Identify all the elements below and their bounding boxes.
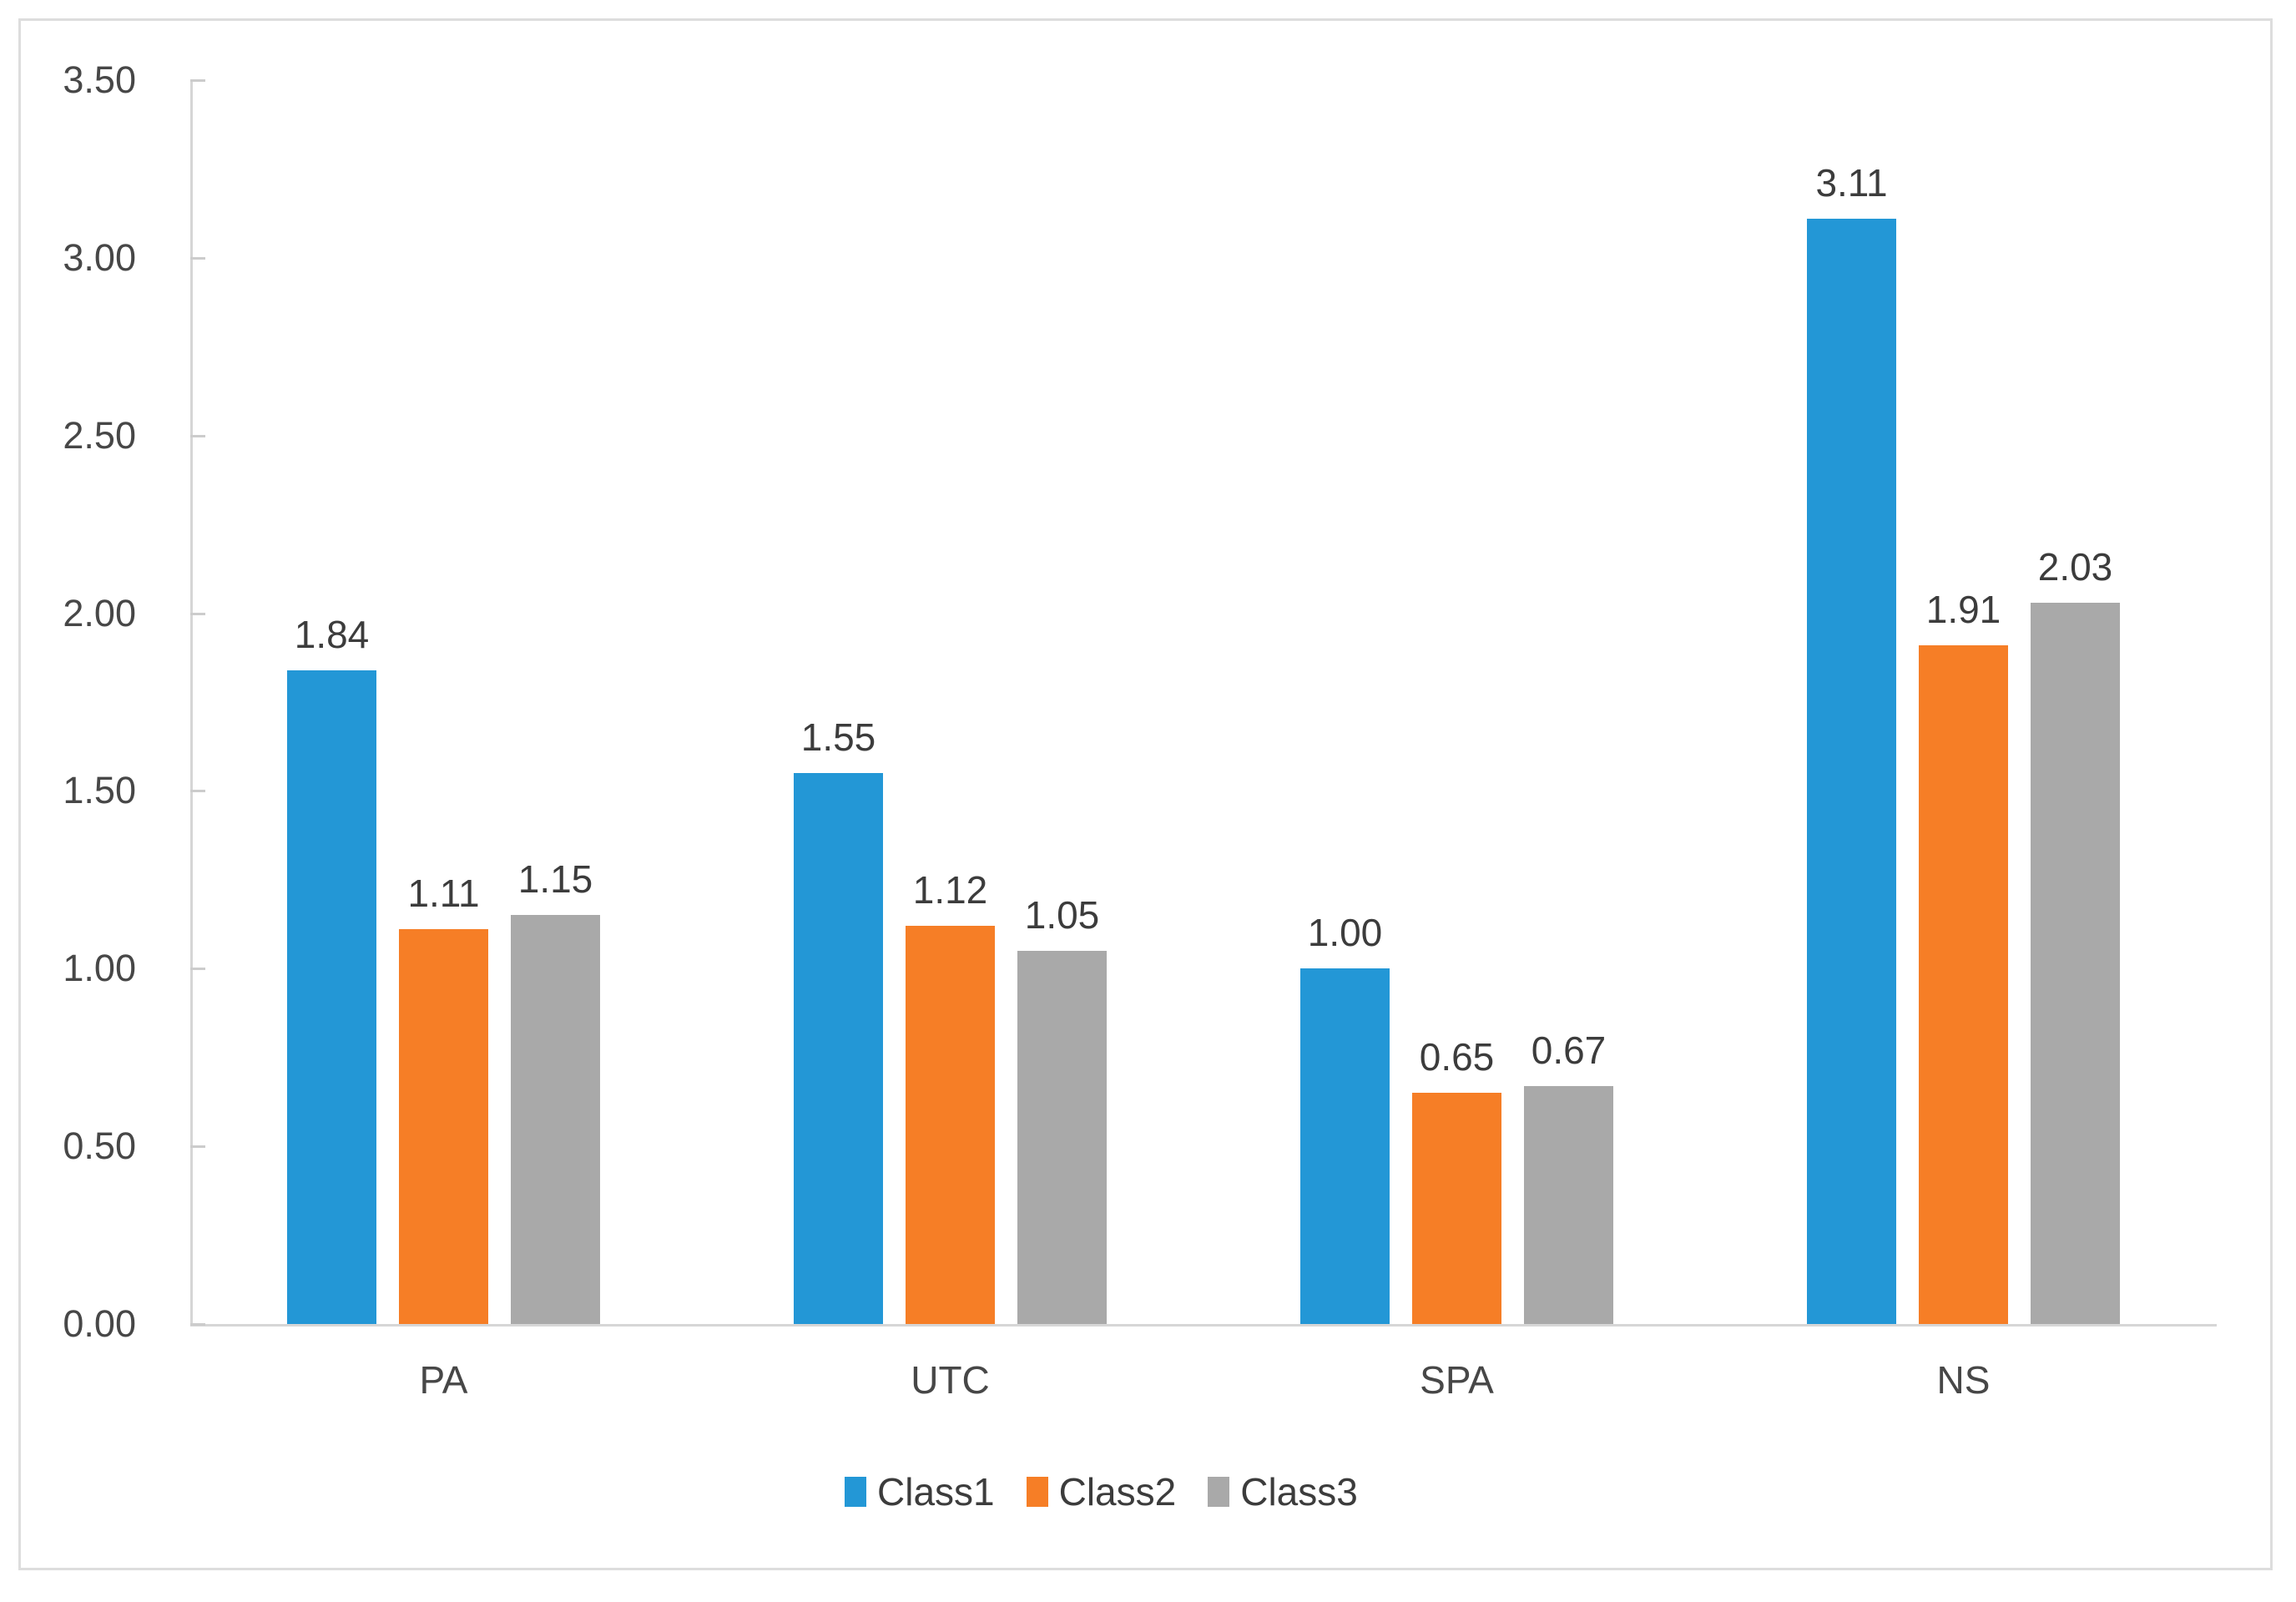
y-axis-tick-label: 3.00 bbox=[63, 235, 136, 279]
y-axis-tick-label: 3.50 bbox=[63, 58, 136, 101]
bar-class1-utc bbox=[794, 773, 883, 1324]
x-axis-category-label: PA bbox=[419, 1358, 468, 1402]
legend-label: Class1 bbox=[877, 1470, 995, 1514]
bar-class3-spa bbox=[1524, 1085, 1613, 1324]
y-axis-tick-mark bbox=[190, 256, 205, 260]
y-axis-tick-label: 2.50 bbox=[63, 413, 136, 457]
bar-class1-spa bbox=[1300, 968, 1390, 1324]
bar-value-label: 1.00 bbox=[1307, 911, 1383, 955]
y-axis-tick-mark bbox=[190, 1145, 205, 1149]
bar-value-label: 1.84 bbox=[294, 612, 370, 656]
bar-value-label: 3.11 bbox=[1815, 161, 1888, 205]
legend-label: Class2 bbox=[1058, 1470, 1177, 1514]
bar-class2-pa bbox=[399, 929, 488, 1324]
bar-value-label: 0.65 bbox=[1419, 1035, 1495, 1079]
bar-class2-utc bbox=[906, 926, 995, 1324]
x-axis-category-label: SPA bbox=[1420, 1358, 1494, 1402]
bar-value-label: 0.67 bbox=[1531, 1028, 1607, 1072]
legend-item-class3: Class3 bbox=[1208, 1471, 1358, 1513]
legend: Class1 Class2 Class3 bbox=[845, 1471, 1358, 1513]
legend-item-class2: Class2 bbox=[1026, 1470, 1177, 1514]
legend-swatch-icon bbox=[845, 1477, 866, 1507]
x-axis-line bbox=[190, 1324, 2217, 1327]
bar-class3-utc bbox=[1017, 951, 1107, 1324]
x-axis-category-label: NS bbox=[1936, 1358, 1991, 1402]
legend-label: Class3 bbox=[1240, 1470, 1358, 1514]
legend-swatch-icon bbox=[1208, 1477, 1230, 1507]
bar-class3-ns bbox=[2031, 602, 2120, 1324]
bar-class2-ns bbox=[1919, 644, 2008, 1324]
y-axis-tick-mark bbox=[190, 612, 205, 615]
y-axis-tick-label: 1.50 bbox=[63, 769, 136, 812]
y-axis-tick-label: 0.00 bbox=[63, 1302, 136, 1345]
bar-value-label: 2.03 bbox=[2037, 544, 2113, 589]
bar-value-label: 1.11 bbox=[407, 872, 480, 916]
bar-value-label: 1.12 bbox=[912, 868, 988, 912]
bar-value-label: 1.15 bbox=[517, 857, 593, 902]
y-axis-tick-mark bbox=[190, 434, 205, 437]
y-axis-tick-mark bbox=[190, 968, 205, 971]
bar-class1-pa bbox=[287, 670, 376, 1324]
x-axis-category-label: UTC bbox=[911, 1358, 990, 1402]
y-axis-tick-mark bbox=[190, 790, 205, 793]
bar-class2-spa bbox=[1412, 1093, 1501, 1324]
bar-value-label: 1.55 bbox=[800, 715, 876, 760]
y-axis-tick-label: 2.00 bbox=[63, 591, 136, 634]
y-axis-tick-mark bbox=[190, 79, 205, 82]
bar-value-label: 1.91 bbox=[1925, 587, 2001, 631]
y-axis-tick-label: 1.00 bbox=[63, 947, 136, 990]
bar-class1-ns bbox=[1807, 219, 1896, 1324]
legend-item-class1: Class1 bbox=[845, 1471, 995, 1513]
y-axis-line bbox=[190, 80, 193, 1327]
legend-swatch-icon bbox=[1026, 1477, 1048, 1507]
y-axis-tick-label: 0.50 bbox=[63, 1124, 136, 1168]
y-axis-tick-mark bbox=[190, 1323, 205, 1326]
bar-class3-pa bbox=[511, 915, 600, 1324]
bar-value-label: 1.05 bbox=[1024, 893, 1100, 937]
chart-border bbox=[18, 18, 2273, 1570]
